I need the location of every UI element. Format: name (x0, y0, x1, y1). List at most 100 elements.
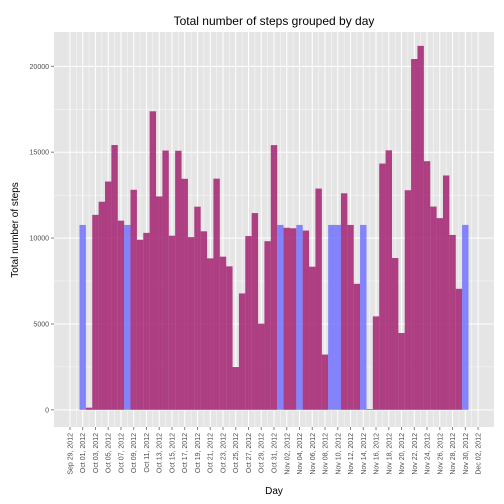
bar-2012-10-08 (124, 224, 131, 410)
x-tick-label: Oct 29, 2012 (259, 433, 266, 473)
bar-2012-11-14 (360, 224, 367, 410)
bar-2012-11-05 (302, 230, 310, 410)
bar-2012-10-07 (117, 220, 125, 410)
x-axis-title: Day (265, 486, 283, 497)
x-tick-label: Nov 02, 2012 (284, 433, 291, 475)
bar-2012-11-11 (340, 193, 348, 410)
x-tick-label: Oct 27, 2012 (246, 433, 253, 473)
bar-2012-11-24 (423, 161, 431, 410)
bar-2012-10-02 (85, 407, 93, 410)
chart-title: Total number of steps grouped by day (174, 14, 375, 28)
bar-2012-10-19 (194, 206, 201, 410)
bar-2012-10-31 (270, 145, 278, 410)
x-tick-label: Nov 20, 2012 (399, 433, 406, 475)
bar-2012-11-23 (417, 45, 424, 410)
x-tick-label: Oct 17, 2012 (182, 433, 189, 473)
bar-2012-11-21 (404, 190, 412, 410)
x-tick-label: Oct 25, 2012 (233, 433, 240, 473)
x-tick-label: Oct 19, 2012 (195, 433, 202, 473)
y-axis-title: Total number of steps (10, 182, 21, 278)
bar-2012-10-28 (251, 213, 259, 410)
bar-2012-10-09 (130, 189, 137, 410)
bar-2012-10-13 (156, 196, 163, 410)
x-tick-label: Nov 12, 2012 (348, 433, 355, 475)
bar-2012-11-02 (283, 227, 290, 410)
bar-2012-11-25 (430, 206, 437, 410)
bar-2012-10-15 (168, 235, 176, 410)
x-tick-label: Nov 06, 2012 (310, 433, 317, 475)
bar-2012-11-29 (455, 288, 463, 410)
x-tick-label: Oct 15, 2012 (169, 433, 176, 473)
bar-2012-10-22 (213, 178, 220, 410)
x-tick-label: Oct 11, 2012 (144, 433, 151, 473)
bar-2012-11-22 (411, 59, 418, 410)
y-tick-label: 0 (45, 407, 49, 414)
x-tick-label: Nov 30, 2012 (463, 433, 470, 475)
bar-2012-11-15 (366, 409, 373, 410)
bar-2012-11-20 (398, 333, 405, 410)
x-tick-label: Sep 29, 2012 (67, 433, 74, 475)
bar-2012-11-08 (321, 354, 329, 410)
bar-2012-10-10 (136, 239, 144, 410)
x-tick-label: Oct 13, 2012 (157, 433, 164, 473)
y-tick-label: 15000 (30, 150, 50, 157)
x-tick-label: Oct 09, 2012 (131, 433, 138, 473)
bar-2012-10-23 (219, 256, 227, 410)
y-tick-label: 10000 (30, 236, 50, 243)
bar-2012-11-01 (277, 224, 284, 410)
x-tick-label: Nov 04, 2012 (297, 433, 304, 475)
bar-2012-11-16 (372, 316, 380, 410)
bar-2012-10-21 (207, 258, 214, 410)
bar-2012-10-27 (245, 236, 252, 410)
x-tick-label: Nov 16, 2012 (374, 433, 381, 475)
bars (79, 45, 469, 410)
bar-2012-11-10 (334, 224, 341, 410)
bar-2012-11-18 (385, 150, 392, 410)
bar-2012-11-19 (391, 257, 399, 410)
bar-2012-10-25 (232, 367, 239, 410)
bar-2012-10-18 (187, 237, 195, 410)
bar-2012-11-04 (296, 224, 303, 410)
x-tick-label: Oct 21, 2012 (208, 433, 215, 473)
bar-2012-11-12 (347, 224, 354, 410)
bar-2012-10-14 (162, 150, 169, 410)
x-tick-label: Dec 02, 2012 (476, 433, 483, 475)
x-tick-label: Oct 07, 2012 (118, 433, 125, 473)
bar-2012-11-13 (353, 283, 361, 410)
bar-2012-10-03 (92, 214, 99, 410)
bar-2012-11-17 (379, 163, 386, 410)
x-tick-label: Oct 03, 2012 (93, 433, 100, 473)
bar-2012-11-26 (436, 218, 443, 410)
bar-2012-10-16 (175, 150, 182, 410)
bar-2012-11-28 (449, 234, 456, 410)
x-tick-label: Oct 23, 2012 (220, 433, 227, 473)
bar-2012-10-29 (258, 323, 265, 410)
bar-2012-11-30 (462, 224, 469, 410)
bar-2012-11-07 (315, 188, 322, 410)
x-tick-label: Nov 10, 2012 (335, 433, 342, 475)
bar-2012-11-06 (309, 266, 316, 410)
x-tick-label: Oct 31, 2012 (272, 433, 279, 473)
y-tick-label: 20000 (30, 64, 50, 71)
y-axis-ticks: 0 5000 10000 15000 20000 (30, 64, 54, 414)
bar-2012-11-03 (289, 228, 297, 410)
bar-2012-10-04 (98, 201, 106, 410)
bar-2012-10-01 (79, 224, 86, 410)
x-tick-label: Nov 14, 2012 (361, 433, 368, 475)
bar-2012-10-24 (226, 266, 233, 410)
x-tick-label: Nov 22, 2012 (412, 433, 419, 475)
bar-2012-10-12 (149, 111, 157, 410)
bar-2012-10-17 (181, 178, 188, 410)
bar-2012-10-20 (200, 231, 208, 410)
bar-2012-10-26 (238, 293, 246, 410)
bar-2012-10-06 (111, 145, 118, 410)
bar-2012-11-27 (442, 175, 450, 410)
bar-2012-10-11 (143, 232, 150, 410)
x-tick-label: Oct 05, 2012 (106, 433, 113, 473)
x-tick-label: Nov 18, 2012 (386, 433, 393, 475)
bar-2012-11-09 (328, 224, 335, 410)
x-tick-label: Nov 26, 2012 (437, 433, 444, 475)
x-tick-label: Nov 24, 2012 (425, 433, 432, 475)
x-tick-label: Nov 08, 2012 (323, 433, 330, 475)
